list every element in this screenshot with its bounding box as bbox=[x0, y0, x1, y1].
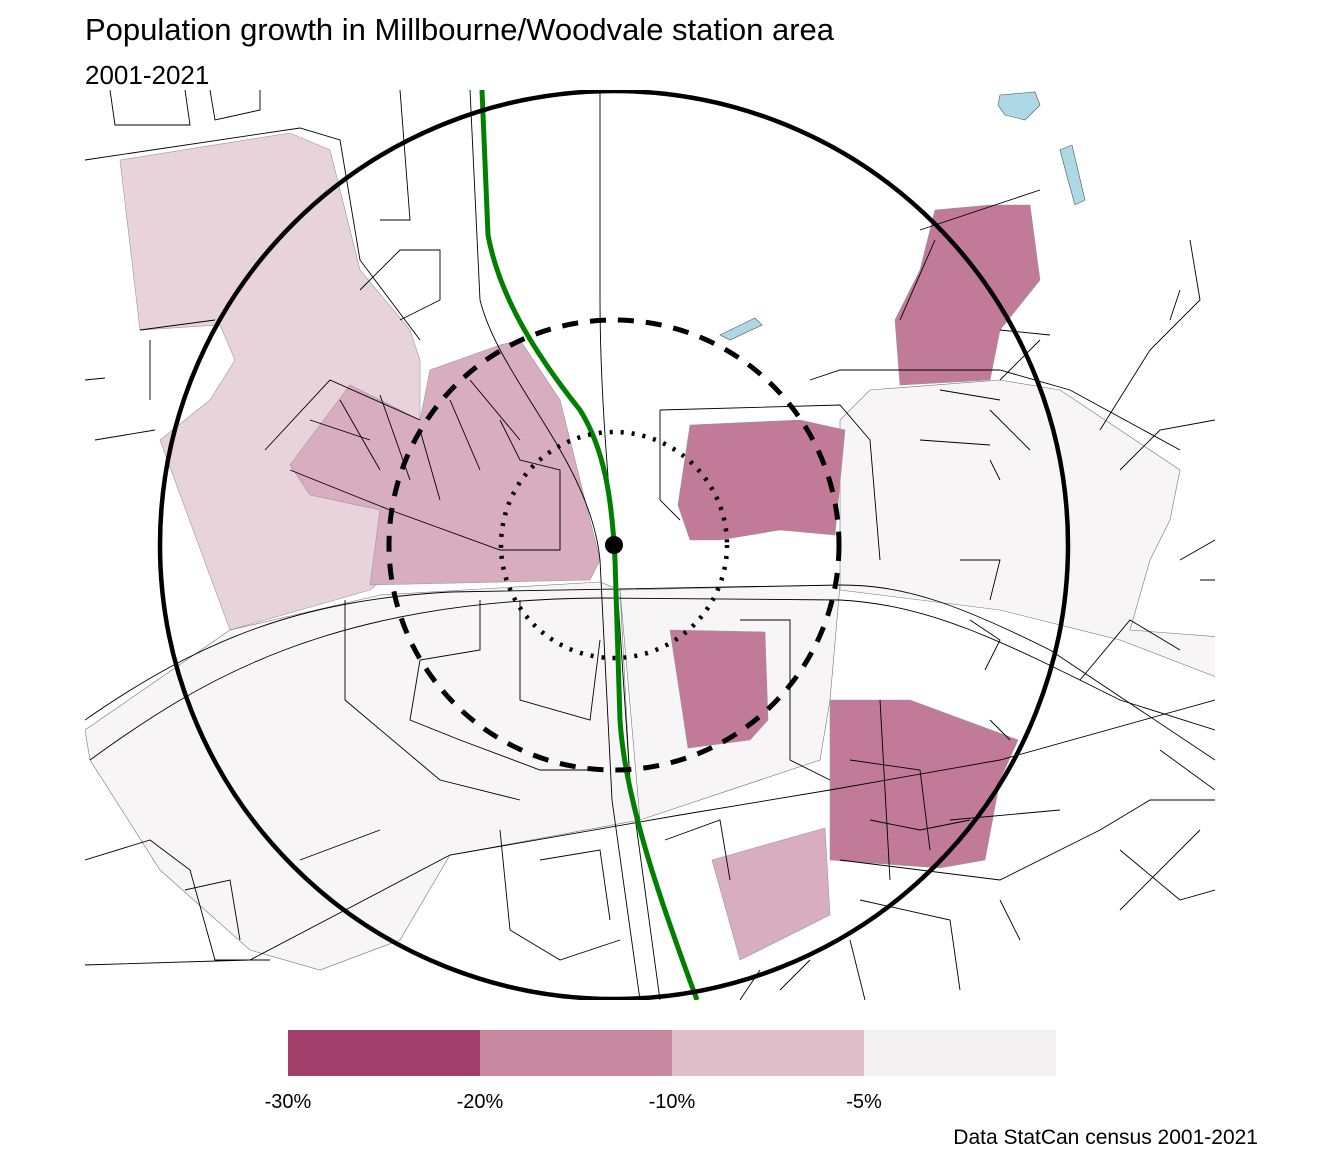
data-source-caption: Data StatCan census 2001-2021 bbox=[953, 1126, 1258, 1149]
buffer-inner-circle bbox=[498, 429, 730, 661]
tract-northeast bbox=[894, 204, 1041, 386]
legend-label: -30% bbox=[264, 1091, 312, 1113]
legend-swatch-4 bbox=[864, 1030, 1056, 1076]
legend-swatch-2 bbox=[480, 1030, 672, 1076]
tract-center-south bbox=[669, 629, 769, 749]
tract-center-east bbox=[677, 419, 846, 541]
legend-label: -20% bbox=[456, 1091, 504, 1113]
water-body bbox=[1059, 144, 1086, 206]
map-subtitle: 2001-2021 bbox=[85, 60, 210, 90]
road-network bbox=[85, 90, 1215, 1000]
map-title: Population growth in Millbourne/Woodvale… bbox=[85, 12, 835, 47]
legend-label: -5% bbox=[846, 1091, 882, 1113]
transit-line bbox=[479, 90, 700, 1000]
water-body bbox=[997, 91, 1041, 121]
tract-south-southeast bbox=[711, 827, 831, 961]
tract-east bbox=[839, 379, 1215, 677]
legend-swatch-1 bbox=[288, 1030, 480, 1076]
station-marker bbox=[605, 536, 623, 554]
buffer-middle-circle bbox=[386, 317, 842, 773]
legend-swatch-3 bbox=[672, 1030, 864, 1076]
color-legend bbox=[288, 1030, 1056, 1076]
tract-southeast bbox=[829, 699, 1019, 869]
water-body bbox=[719, 317, 763, 341]
buffer-outer-circle bbox=[157, 90, 1071, 1000]
legend-label: -10% bbox=[648, 1091, 696, 1113]
tract-south bbox=[85, 581, 641, 971]
